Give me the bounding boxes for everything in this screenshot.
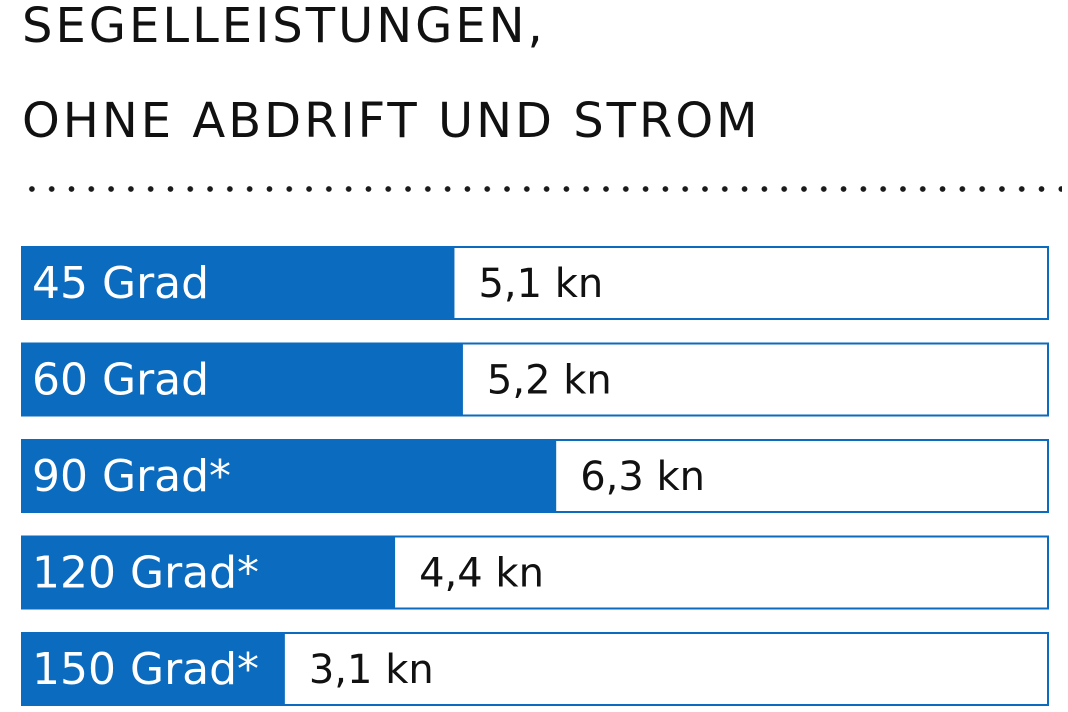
bar [22, 440, 557, 512]
value-label: 6,3 kn [580, 454, 705, 500]
bar-row: 45 Grad 5,1 kn [21, 246, 1049, 320]
bar [22, 536, 396, 609]
bar-row: 90 Grad* 6,3 kn [21, 439, 1049, 513]
chart-title-line-1: SEGELLEISTUNGEN, [22, 0, 546, 54]
bar-row: 60 Grad 5,2 kn [21, 342, 1049, 417]
category-label: 150 Grad* [32, 644, 259, 695]
value-label: 5,2 kn [487, 358, 612, 404]
value-label: 4,4 kn [419, 551, 544, 597]
bar [22, 633, 285, 705]
category-label: 45 Grad [32, 258, 209, 309]
value-label: 5,1 kn [478, 261, 603, 307]
category-label: 90 Grad* [32, 451, 231, 502]
dotted-divider [22, 184, 1062, 194]
chart-title-line-2: OHNE ABDRIFT UND STROM [22, 93, 761, 149]
bar [22, 343, 463, 416]
category-label: 60 Grad [32, 355, 209, 406]
category-label: 120 Grad* [32, 548, 259, 599]
bar-row: 120 Grad* 4,4 kn [21, 535, 1049, 610]
bar-row: 150 Grad* 3,1 kn [21, 632, 1049, 706]
value-label: 3,1 kn [309, 647, 434, 693]
bar [22, 247, 455, 319]
